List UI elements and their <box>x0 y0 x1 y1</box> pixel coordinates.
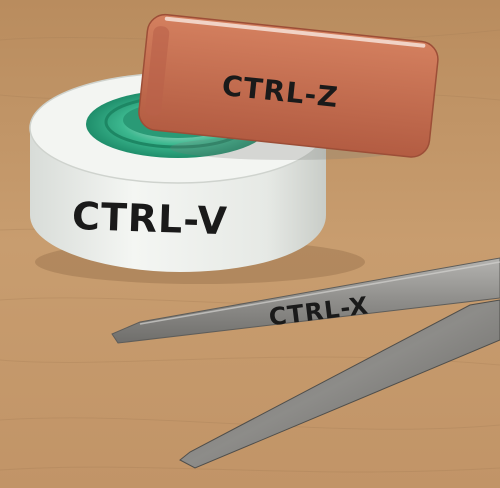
tape-label: CTRL-V <box>71 194 228 243</box>
eraser: CTRL-Z <box>138 13 439 158</box>
blade-edge-highlight <box>139 261 500 325</box>
scissors-lower-blade <box>179 299 500 469</box>
